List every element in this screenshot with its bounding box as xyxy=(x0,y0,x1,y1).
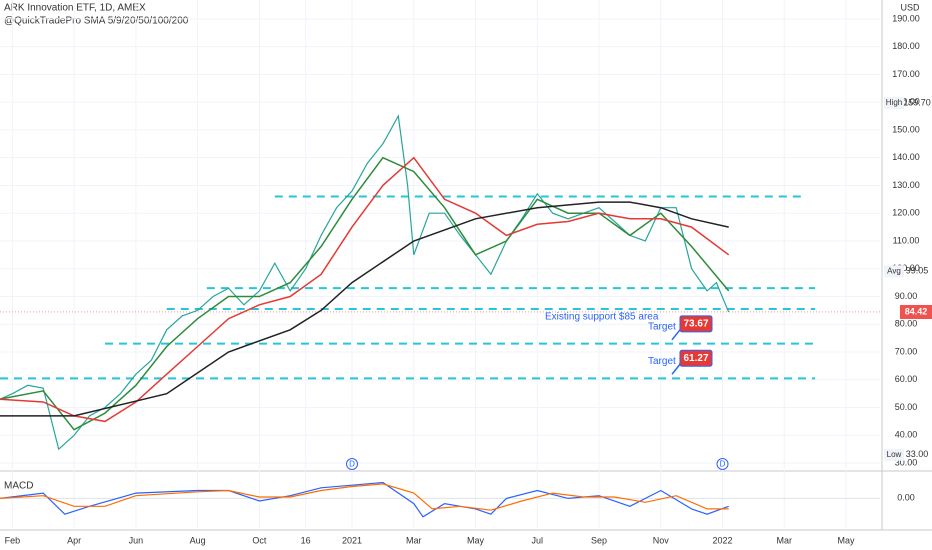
macd-tick-label: 0.00 xyxy=(897,493,915,503)
target-label: Target 1 xyxy=(648,321,685,332)
x-tick-label: 16 xyxy=(301,535,311,545)
y-tick-label: 70.00 xyxy=(895,346,918,356)
y-tick-label: 190.00 xyxy=(892,13,920,23)
x-tick-label: Feb xyxy=(5,535,21,545)
chart-title: ARK Innovation ETF, 1D, AMEX xyxy=(4,3,146,14)
price-line xyxy=(0,114,730,451)
stat-value: 159.70 xyxy=(903,97,931,107)
y-tick-label: 60.00 xyxy=(895,374,918,384)
x-tick-label: Aug xyxy=(190,535,206,545)
last-price-value: 84.42 xyxy=(905,306,928,316)
stat-label: Avg xyxy=(887,266,901,275)
event-label: D xyxy=(349,460,355,469)
target-label: Target 2 xyxy=(648,356,685,367)
x-tick-label: Jun xyxy=(129,535,144,545)
sma-line xyxy=(0,156,730,431)
x-tick-label: Oct xyxy=(252,535,267,545)
sma-line xyxy=(0,156,730,423)
target-pointer xyxy=(671,363,681,375)
event-label: D xyxy=(720,460,726,469)
y-tick-label: 110.00 xyxy=(893,235,920,245)
x-tick-label: 2021 xyxy=(342,535,362,545)
target-badge xyxy=(679,349,713,367)
y-tick-label: 40.00 xyxy=(895,430,918,440)
y-tick-label: 180.00 xyxy=(892,41,920,51)
y-tick-label: 150.00 xyxy=(892,124,920,134)
target-badge xyxy=(679,315,713,333)
stat-tag xyxy=(884,448,904,461)
stat-label: High xyxy=(886,98,902,107)
stat-label: Low xyxy=(887,450,902,459)
event-marker xyxy=(346,458,358,470)
target-value: 61.27 xyxy=(683,353,708,364)
stat-value: 99.05 xyxy=(906,266,929,276)
x-tick-label: 2022 xyxy=(713,535,733,545)
target-value: 73.67 xyxy=(683,318,708,329)
macd-line xyxy=(0,481,729,518)
y-tick-label: 50.00 xyxy=(895,402,918,412)
last-price-badge xyxy=(900,304,932,319)
x-tick-label: Sep xyxy=(591,535,607,545)
x-tick-label: Nov xyxy=(653,535,670,545)
x-tick-label: Apr xyxy=(67,535,81,545)
stat-tag xyxy=(884,96,904,109)
y-tick-label: 130.00 xyxy=(892,180,920,190)
y-tick-label: 140.00 xyxy=(892,152,920,162)
x-tick-label: Jul xyxy=(532,535,544,545)
annotation: Existing support $85 area xyxy=(545,312,659,323)
stat-value: 33.00 xyxy=(906,449,929,459)
y-tick-label: 160.00 xyxy=(892,97,920,107)
y-unit: USD xyxy=(900,2,920,12)
y-tick-label: 90.00 xyxy=(895,291,918,301)
y-tick-label: 100.00 xyxy=(892,263,920,273)
x-tick-label: Mar xyxy=(777,535,793,545)
x-tick-label: May xyxy=(467,535,485,545)
y-tick-label: 80.00 xyxy=(895,319,918,329)
y-tick-label: 170.00 xyxy=(892,69,920,79)
event-marker xyxy=(716,458,729,470)
chart-subtitle: @QuickTradePro SMA 5/9/20/50/100/200 xyxy=(4,16,189,27)
macd-title: MACD xyxy=(4,481,33,492)
stat-tag xyxy=(884,265,904,278)
y-tick-label: 30.00 xyxy=(895,457,918,467)
x-tick-label: Mar xyxy=(406,535,422,545)
sma-line xyxy=(0,201,729,417)
x-tick-label: May xyxy=(838,535,856,545)
target-pointer xyxy=(671,329,681,341)
macd-line xyxy=(0,483,729,511)
y-tick-label: 120.00 xyxy=(892,208,920,218)
